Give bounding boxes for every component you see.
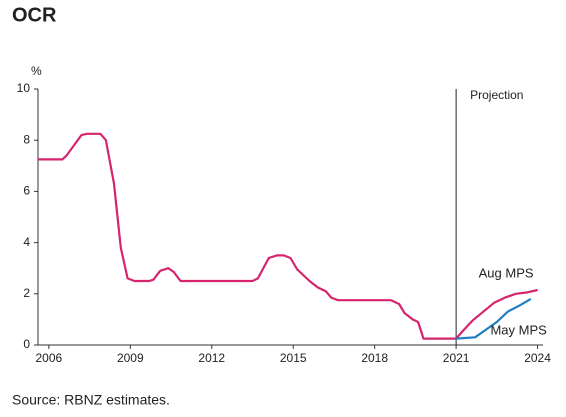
x-tick-label: 2024	[524, 351, 551, 365]
y-tick-label: 4	[23, 235, 30, 249]
y-tick-label: 0	[23, 337, 30, 351]
chart-title: OCR	[12, 4, 57, 26]
y-tick-label: 10	[17, 81, 31, 95]
x-tick-label: 2015	[280, 351, 307, 365]
source-note: Source: RBNZ estimates.	[12, 392, 170, 408]
x-tick-label: 2009	[117, 351, 144, 365]
y-tick-label: 2	[23, 286, 30, 300]
series-line	[456, 297, 532, 340]
y-tick-label: 6	[23, 184, 30, 198]
x-tick-label: 2006	[36, 351, 63, 365]
series-label: Aug MPS	[479, 265, 534, 280]
y-tick-label: 8	[23, 132, 30, 146]
y-axis-unit: %	[31, 64, 42, 78]
x-tick-label: 2012	[198, 351, 225, 365]
x-tick-label: 2018	[361, 351, 388, 365]
x-tick-label: 2021	[443, 351, 470, 365]
series-line	[38, 132, 538, 340]
annotation: Projection	[470, 88, 523, 102]
series-label: May MPS	[490, 322, 547, 337]
